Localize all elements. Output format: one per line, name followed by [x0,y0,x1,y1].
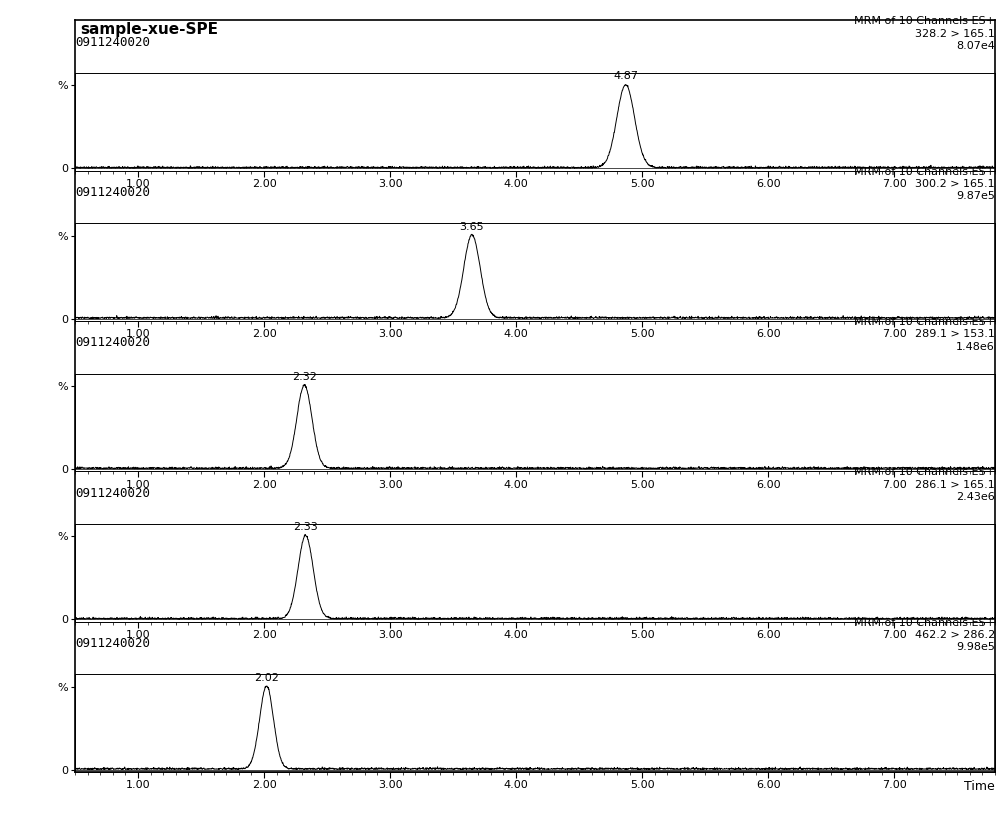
Text: MRM of 10 Channels ES+
289.1 > 153.1
1.48e6: MRM of 10 Channels ES+ 289.1 > 153.1 1.4… [854,317,995,352]
Text: MRM of 10 Channels ES+
328.2 > 165.1
8.07e4: MRM of 10 Channels ES+ 328.2 > 165.1 8.0… [854,16,995,51]
Text: 2.32: 2.32 [292,372,317,382]
Text: MRM of 10 Channels ES+
286.1 > 165.1
2.43e6: MRM of 10 Channels ES+ 286.1 > 165.1 2.4… [854,467,995,502]
Text: Time: Time [964,779,995,792]
Text: 0911240020: 0911240020 [75,487,150,500]
Text: 2.02: 2.02 [254,672,279,683]
Text: 0911240020: 0911240020 [75,337,150,350]
Text: 2.33: 2.33 [293,522,318,533]
Text: sample-xue-SPE: sample-xue-SPE [80,22,218,37]
Text: 4.87: 4.87 [613,71,638,82]
Text: MRM of 10 Channels ES+
462.2 > 286.2
9.98e5: MRM of 10 Channels ES+ 462.2 > 286.2 9.9… [854,618,995,653]
Text: 0911240020: 0911240020 [75,36,150,49]
Text: 3.65: 3.65 [460,221,484,232]
Text: 0911240020: 0911240020 [75,186,150,199]
Text: MRM of 10 Channels ES+
300.2 > 165.1
9.87e5: MRM of 10 Channels ES+ 300.2 > 165.1 9.8… [854,167,995,202]
Text: 0911240020: 0911240020 [75,637,150,650]
